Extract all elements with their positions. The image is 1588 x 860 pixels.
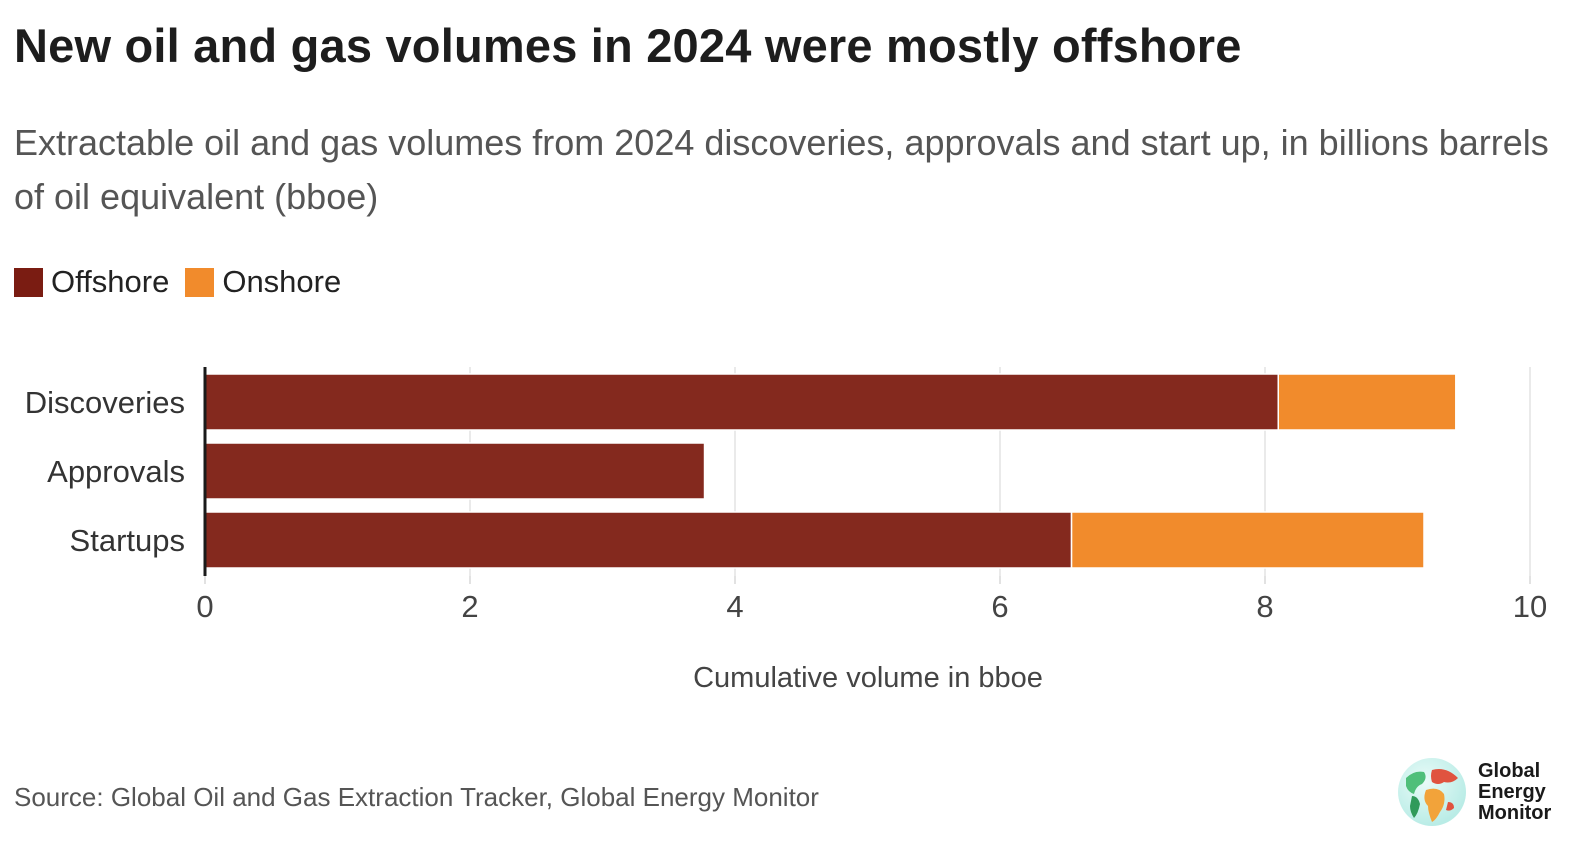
legend-label-onshore: Onshore bbox=[222, 264, 342, 299]
y-category-label: Approvals bbox=[47, 454, 185, 489]
chart-title: New oil and gas volumes in 2024 were mos… bbox=[14, 19, 1242, 72]
x-tick-label: 2 bbox=[461, 589, 478, 624]
source-note: Source: Global Oil and Gas Extraction Tr… bbox=[14, 782, 819, 812]
logo-wordmark: Global Energy Monitor bbox=[1478, 759, 1568, 824]
legend-item-onshore: Onshore bbox=[185, 264, 341, 300]
legend-swatch-onshore bbox=[185, 267, 215, 297]
y-category-label: Startups bbox=[70, 523, 185, 558]
legend-swatch-offshore bbox=[14, 267, 43, 297]
axes bbox=[203, 367, 1531, 584]
bars bbox=[204, 373, 1457, 569]
bar-discoveries-onshore bbox=[1277, 373, 1457, 431]
x-axis-title: Cumulative volume in bboe bbox=[693, 662, 1043, 694]
y-category-label: Discoveries bbox=[25, 385, 185, 420]
bar-startups-onshore bbox=[1070, 511, 1425, 569]
x-tick-label: 4 bbox=[726, 589, 743, 624]
x-tick-label: 6 bbox=[991, 589, 1008, 624]
gem-logo: Global Energy Monitor bbox=[1396, 756, 1568, 828]
bar-approvals-offshore bbox=[204, 442, 706, 500]
axis-labels: 0 2 4 6 8 10 Discoveries Approvals Startups Cumul… bbox=[25, 385, 1547, 694]
legend-label-offshore: Offshore bbox=[51, 264, 170, 299]
bar-discoveries-offshore bbox=[204, 373, 1279, 431]
chart-subtitle: Extractable oil and gas volumes from 202… bbox=[14, 122, 1549, 217]
legend-item-offshore: Offshore bbox=[14, 264, 169, 300]
globe-icon bbox=[1398, 758, 1466, 826]
x-tick-label: 8 bbox=[1256, 589, 1273, 624]
bar-startups-offshore bbox=[204, 511, 1073, 569]
x-tick-label: 10 bbox=[1513, 589, 1547, 624]
x-tick-label: 0 bbox=[196, 589, 213, 624]
legend: Offshore Onshore bbox=[14, 264, 341, 300]
logo-line-3: Monitor bbox=[1478, 801, 1552, 824]
bar-chart: 0 2 4 6 8 10 Discoveries Approvals Startups Cumul… bbox=[25, 367, 1547, 694]
logo-line-1: Global bbox=[1478, 759, 1541, 782]
logo-line-2: Energy bbox=[1478, 780, 1546, 803]
